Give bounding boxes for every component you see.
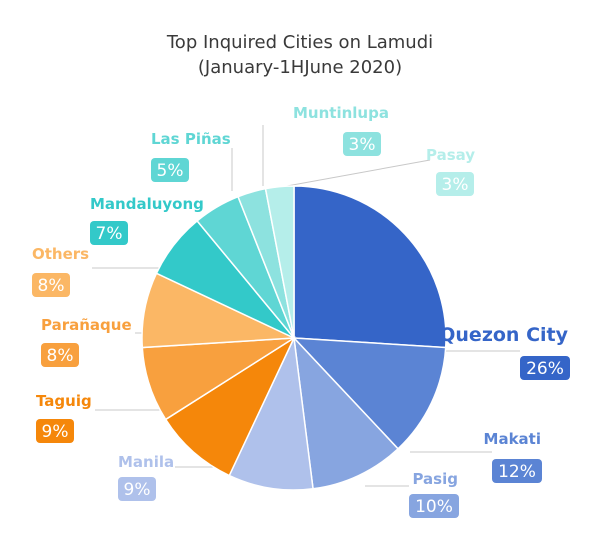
slice-label-muntinlupa: Muntinlupa [293,104,389,122]
percent-badge-pasay [436,172,474,196]
leader-line-pasay [286,159,431,187]
percent-badge-quezon-city [520,356,570,380]
pie-slice-pasig [292,335,400,490]
pie-slice-makati [292,337,447,450]
percent-label-taguig: 9% [42,422,69,442]
chart-title: Top Inquired Cities on Lamudi [166,32,433,53]
slice-label-taguig: Taguig [36,392,92,410]
slice-label-pasig: Pasig [412,470,458,488]
percent-badge-others [32,273,70,297]
percent-label-mandaluyong: 7% [96,224,123,244]
slice-label-las-pinas: Las Piñas [151,130,231,148]
slice-label-others: Others [32,245,89,263]
percent-badge-taguig [36,419,74,443]
slice-labels: Quezon City 26% Makati 12% Pasig 10% Manila 9% T… [32,104,570,518]
percent-label-others: 8% [38,276,65,296]
percent-label-makati: 12% [498,462,536,482]
slice-label-quezon-city: Quezon City [439,324,568,346]
percent-badge-makati [492,459,542,483]
slice-label-pasay: Pasay [426,146,475,164]
slice-label-paranaque: Parañaque [41,316,132,334]
pie-slices [141,185,447,491]
pie-slice-manila [228,335,314,491]
slice-label-manila: Manila [118,453,174,471]
percent-label-manila: 9% [124,480,151,500]
percent-label-muntinlupa: 3% [349,135,376,155]
pie-slice-quezon-city [293,185,447,349]
percent-badge-mandaluyong [90,221,128,245]
percent-badge-pasig [409,494,459,518]
percent-label-pasig: 10% [415,497,453,517]
percent-badge-manila [118,477,156,501]
percent-badge-las-pinas [151,158,189,182]
percent-badge-paranaque [41,343,79,367]
percent-label-paranaque: 8% [47,346,74,366]
slice-label-makati: Makati [484,430,541,448]
pie-slice-pasay [264,185,295,339]
percent-label-quezon-city: 26% [526,359,564,379]
slice-label-mandaluyong: Mandaluyong [90,195,204,213]
percent-label-las-pinas: 5% [157,161,184,181]
percent-badge-muntinlupa [343,132,381,156]
pie-slice-taguig [164,335,296,477]
chart-subtitle: (January-1HJune 2020) [198,57,402,78]
percent-label-pasay: 3% [442,175,469,195]
